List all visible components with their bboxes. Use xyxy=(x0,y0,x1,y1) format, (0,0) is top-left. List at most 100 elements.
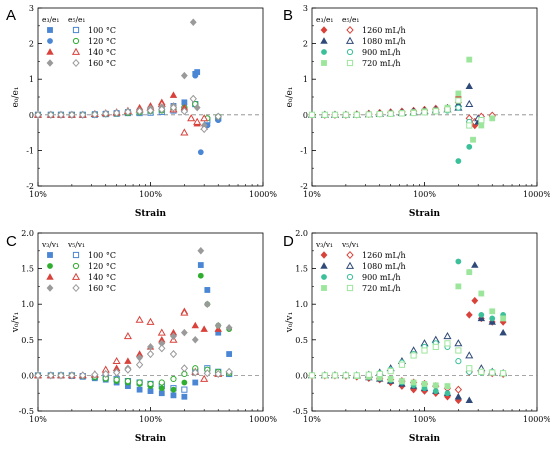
legend-label: 1080 mL/h xyxy=(362,37,406,46)
legend-marker xyxy=(71,47,81,55)
series-7 xyxy=(308,97,485,129)
series-6 xyxy=(309,269,507,389)
data-point xyxy=(465,311,473,319)
data-point xyxy=(331,111,339,118)
data-point xyxy=(465,99,474,108)
y-tick-label: 1 xyxy=(303,75,308,84)
data-point xyxy=(68,371,76,380)
data-point xyxy=(158,105,166,114)
data-point xyxy=(193,117,202,125)
legend-label: 160 °C xyxy=(88,59,116,68)
legend-marker xyxy=(320,37,328,44)
legend-marker xyxy=(321,60,327,66)
panel-A: A 10% 100% 1000% -2 -1 0 1 2 3 Strain e₀/e₁ e₃/e₁ e₅/… xyxy=(6,4,277,219)
data-point xyxy=(34,371,42,380)
series-7 xyxy=(34,94,222,134)
data-point xyxy=(102,109,110,118)
legend-marker xyxy=(46,273,54,280)
data-point xyxy=(321,372,328,379)
legend-marker xyxy=(345,261,355,269)
y-tick-label: -1 xyxy=(26,146,34,155)
data-point xyxy=(455,97,462,104)
data-point xyxy=(204,287,211,293)
y-tick-label: -1 xyxy=(300,146,308,155)
data-point xyxy=(147,380,154,388)
data-point xyxy=(421,347,428,354)
data-point xyxy=(203,300,211,308)
data-point xyxy=(387,376,394,382)
data-point xyxy=(180,308,189,316)
data-point xyxy=(454,385,463,394)
data-point xyxy=(200,114,209,122)
panel-label: B xyxy=(283,7,293,24)
data-point xyxy=(197,247,205,255)
legend-label: 900 mL/h xyxy=(362,48,401,57)
legend-header: v₅/v₁ xyxy=(67,240,85,249)
data-point xyxy=(432,388,439,394)
data-point xyxy=(136,379,143,386)
data-point xyxy=(158,390,165,397)
legend-label: 720 mL/h xyxy=(362,59,401,68)
legend-header: e₅/e₁ xyxy=(68,15,85,24)
y-tick-label: -2 xyxy=(26,182,34,191)
data-point xyxy=(471,261,479,268)
y-axis-title: e₀/e₁ xyxy=(11,87,21,108)
x-tick-label: 1000% xyxy=(523,415,550,424)
y-tick-label: 0 xyxy=(29,111,34,120)
panel-label: C xyxy=(6,233,17,250)
data-point xyxy=(57,371,65,380)
data-point xyxy=(376,370,383,378)
data-point xyxy=(181,386,188,393)
data-point xyxy=(124,357,132,364)
data-point xyxy=(466,143,473,150)
data-point xyxy=(200,325,208,332)
data-point xyxy=(432,343,439,351)
data-point xyxy=(489,308,496,315)
series-7 xyxy=(34,344,233,380)
data-point xyxy=(466,122,473,129)
series-1 xyxy=(308,367,507,394)
series-3 xyxy=(34,365,233,388)
data-point xyxy=(124,365,132,374)
data-point xyxy=(157,328,166,336)
legend-header: v₃/v₁ xyxy=(315,240,333,249)
series-7 xyxy=(308,340,507,379)
data-point xyxy=(308,111,316,118)
legend-marker xyxy=(72,37,80,45)
y-tick-label: 0 xyxy=(303,111,308,120)
series-2 xyxy=(35,272,233,393)
data-point xyxy=(112,368,121,377)
data-point xyxy=(146,106,155,115)
data-point xyxy=(47,110,55,119)
panel-D: D 10% 100% 1000% -0.5 0.0 0.5 1.0 1.5 2.0 Strain v₀… xyxy=(283,229,550,444)
data-point xyxy=(214,369,222,379)
data-point xyxy=(466,269,473,276)
legend-label: 140 °C xyxy=(88,273,116,282)
data-point xyxy=(455,90,462,97)
legend-marker xyxy=(346,250,354,260)
x-axis-title: Strain xyxy=(135,209,167,219)
legend-header: v₃/v₁ xyxy=(41,240,59,249)
data-point xyxy=(170,386,177,393)
data-point xyxy=(500,370,507,377)
legend-marker xyxy=(72,262,80,270)
legend-marker xyxy=(47,38,53,44)
y-tick-label: 1.5 xyxy=(21,265,34,274)
data-point xyxy=(308,372,316,379)
x-axis-title: Strain xyxy=(409,209,441,219)
data-point xyxy=(200,374,209,382)
data-point xyxy=(124,377,132,385)
data-point xyxy=(197,272,204,279)
data-point xyxy=(146,349,155,359)
data-point xyxy=(398,361,406,368)
data-point xyxy=(455,104,462,111)
data-point xyxy=(192,379,199,386)
panel-C: C 10% 100% 1000% -0.5 0.0 0.5 1.0 1.5 2.0 Strain v₀… xyxy=(6,229,277,444)
data-point xyxy=(478,368,485,375)
data-point xyxy=(169,103,178,112)
data-point xyxy=(421,381,428,387)
y-tick-label: 1.5 xyxy=(295,265,308,274)
data-point xyxy=(455,258,462,265)
data-point xyxy=(444,383,451,389)
